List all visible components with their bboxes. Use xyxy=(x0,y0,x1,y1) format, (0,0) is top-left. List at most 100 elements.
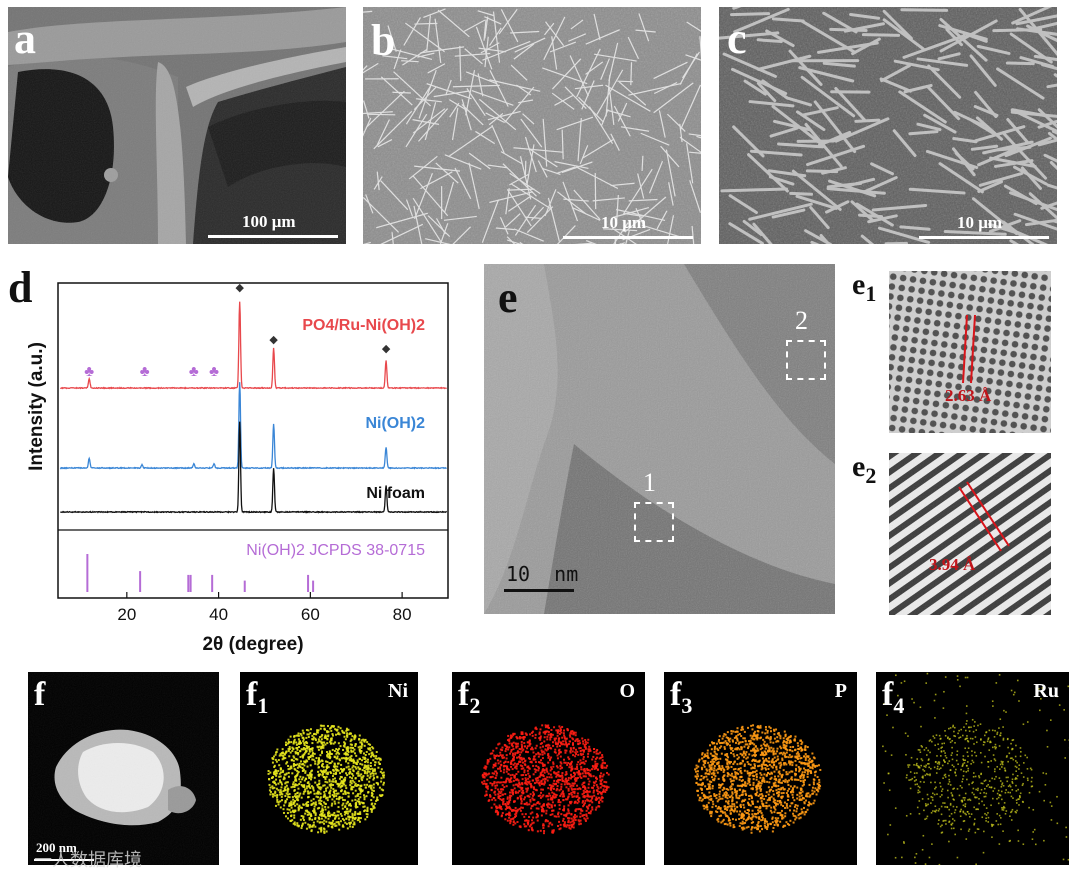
sem-sheet-edge xyxy=(953,110,985,128)
sem-sheet-edge xyxy=(771,208,806,219)
panel-f-scalebar xyxy=(34,859,94,861)
sem-sheet-edge xyxy=(834,87,866,122)
sem-sheet-edge xyxy=(414,173,434,220)
sem-sheet-edge xyxy=(747,153,789,193)
sem-sheet-edge xyxy=(854,118,881,123)
sem-sheet-edge xyxy=(771,17,805,23)
sem-sheet-edge xyxy=(593,13,601,41)
sem-sheet-edge xyxy=(508,196,531,212)
sem-sheet-edge xyxy=(524,136,537,173)
sem-sheet-edge xyxy=(801,106,839,117)
sem-sheet-edge xyxy=(804,122,843,168)
sem-sheet-edge xyxy=(465,71,498,85)
sem-sheet-edge xyxy=(743,79,767,96)
sem-sheet-edge xyxy=(454,167,472,200)
x-axis-label: 2θ (degree) xyxy=(202,634,303,655)
sem-sheet-edge xyxy=(452,226,471,244)
sem-sheet-edge xyxy=(433,90,470,98)
sem-sheet-edge xyxy=(819,233,831,244)
sem-sheet-edge xyxy=(366,90,405,128)
sem-sheet-edge xyxy=(439,223,449,244)
sem-sheet-edge xyxy=(592,197,625,202)
xrd-series-line xyxy=(59,301,447,390)
xrd-series-line xyxy=(59,382,447,470)
panel-f3-label: f3 xyxy=(670,678,692,717)
x-tick-label: 40 xyxy=(209,605,228,624)
sem-sheet-edge xyxy=(893,59,940,72)
sem-sheet-edge xyxy=(605,84,651,112)
sem-sheet-edge xyxy=(468,162,480,210)
sem-sheet-edge xyxy=(568,33,587,42)
panel-f-haadf: f 200 nm xyxy=(28,672,219,865)
sem-sheet-edge xyxy=(573,189,601,221)
sem-sheet-edge xyxy=(489,191,534,203)
sem-sheet-edge xyxy=(564,86,587,109)
sem-sheet-edge xyxy=(376,119,390,147)
sem-sheet-edge xyxy=(668,182,674,206)
sem-sheet-edge xyxy=(570,19,584,30)
sem-sheet-edge xyxy=(688,133,701,137)
x-tick-label: 60 xyxy=(301,605,320,624)
sem-sheet-edge xyxy=(877,226,931,244)
panel-f2-o-map: f2 O xyxy=(452,672,645,865)
sem-sheet-edge xyxy=(545,21,565,46)
sem-sheet-edge xyxy=(756,38,783,43)
x-tick-label: 80 xyxy=(393,605,412,624)
sem-sheet-edge xyxy=(791,169,842,211)
eds-map-ni xyxy=(240,672,418,865)
element-label-ni: Ni xyxy=(388,680,408,702)
diamond-marker: ◆ xyxy=(235,282,244,294)
sem-sheet-edge xyxy=(938,24,988,41)
sem-sheet-edge xyxy=(506,189,532,227)
sem-sheet-edge xyxy=(606,109,631,118)
sem-sheet-edge xyxy=(403,17,421,46)
sem-sheet-edge xyxy=(749,149,803,157)
tem-region-label-2: 2 xyxy=(795,306,808,335)
sem-sheet-edge xyxy=(426,83,472,100)
reference-label: Ni(OH)2 JCPDS 38-0715 xyxy=(246,542,425,559)
sem-sheet-edge xyxy=(520,118,543,148)
panel-f3-sub: 3 xyxy=(681,692,693,718)
sem-sheet-edge xyxy=(826,181,863,189)
panel-e1-sub: 1 xyxy=(865,281,877,306)
sem-sheet-edge xyxy=(945,28,963,47)
sem-sheet-edge xyxy=(648,160,664,194)
sem-sheet-edge xyxy=(588,106,614,144)
club-marker: ♣ xyxy=(84,363,94,380)
diamond-marker: ◆ xyxy=(269,334,278,346)
lattice-spacing-2: 3.94 Å xyxy=(929,555,976,574)
element-label-ru: Ru xyxy=(1033,680,1059,702)
watermark: 一人数据库境 xyxy=(34,850,142,871)
sem-sheet-edge xyxy=(513,43,535,60)
sem-sheet-edge xyxy=(414,22,438,25)
panel-a-scale-text: 100 μm xyxy=(242,212,296,231)
panel-e-tem: e 1 2 10 nm xyxy=(484,264,835,614)
sem-sheet-edge xyxy=(425,238,451,244)
sem-sheet-edge xyxy=(405,113,428,148)
sem-sheet-edge xyxy=(363,10,373,13)
sem-sheet-edge xyxy=(487,110,521,121)
xrd-chart: 20 40 60 80 ♣ ♣ ♣ ♣ ◆ ◆ ◆ 2θ (degree) Intensity (a… xyxy=(26,282,449,655)
panel-e1-fft: 2.63 Å xyxy=(889,271,1051,433)
sem-sheet-edge xyxy=(616,208,666,222)
sem-sheet-edge xyxy=(849,12,881,20)
sem-sheet-edge xyxy=(380,180,409,211)
sem-sheet-edge xyxy=(603,228,638,232)
sem-sheet-edge xyxy=(413,205,423,244)
panel-b-scalebar xyxy=(563,236,693,239)
sem-sheet-edge xyxy=(575,166,619,190)
sem-sheet-edge xyxy=(610,182,635,187)
sem-sheet-edge xyxy=(860,234,875,244)
sem-sheet-edge xyxy=(498,8,518,35)
sem-sheet-edge xyxy=(1047,131,1057,142)
panel-e1-label: e1 xyxy=(852,270,876,305)
tem-region-box-1 xyxy=(634,502,674,542)
sem-sheet-edge xyxy=(477,10,495,17)
club-marker: ♣ xyxy=(209,363,219,380)
sem-sheet-edge xyxy=(484,16,489,39)
sem-sheet-edge xyxy=(574,84,604,90)
panel-a-sem: a 100 μm xyxy=(8,7,346,244)
sem-sheet-edge xyxy=(363,197,400,233)
sem-sheet-edge xyxy=(443,215,477,221)
sem-foam-image xyxy=(8,7,346,244)
